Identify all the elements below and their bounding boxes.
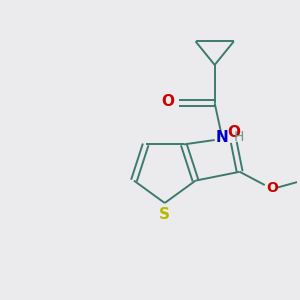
Text: O: O [227, 124, 240, 140]
Text: S: S [159, 207, 170, 222]
Text: H: H [234, 130, 244, 144]
Text: N: N [216, 130, 228, 145]
Text: O: O [266, 181, 278, 195]
Text: O: O [162, 94, 175, 109]
